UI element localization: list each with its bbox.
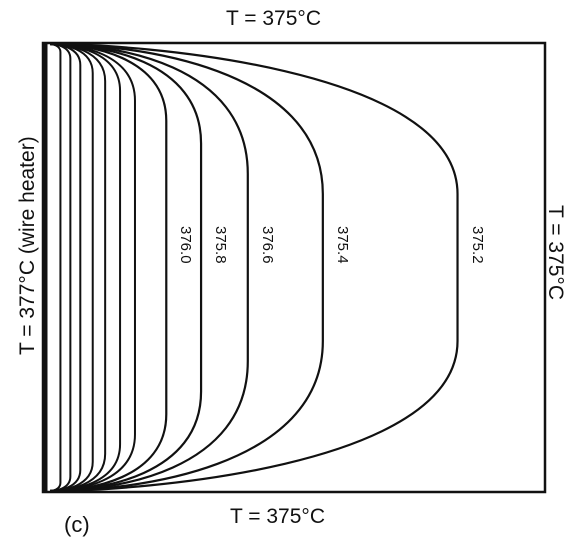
isotherm-contours bbox=[49, 42, 459, 493]
left-boundary-label: T = 377°C (wire heater) bbox=[16, 136, 39, 355]
isotherm-label: 375.8 bbox=[212, 225, 230, 264]
isotherm-line-inner-7 bbox=[49, 43, 136, 492]
isotherm-line-inner-5 bbox=[49, 43, 107, 492]
isotherm-line-2 bbox=[49, 42, 203, 493]
right-boundary-label: T = 375°C bbox=[544, 205, 567, 300]
isotherm-label: 376.0 bbox=[177, 225, 195, 264]
isotherm-label: 375.4 bbox=[333, 225, 351, 264]
isotherm-line-inner-4 bbox=[49, 43, 94, 492]
domain-boundary bbox=[41, 41, 547, 494]
isotherm-line-4 bbox=[49, 42, 324, 493]
isotherm-line-5 bbox=[49, 42, 459, 493]
isotherm-line-inner-1 bbox=[49, 43, 62, 492]
isotherm-line-3 bbox=[49, 42, 249, 493]
isotherm-label: 376.6 bbox=[258, 225, 276, 264]
bottom-boundary-label: T = 375°C bbox=[230, 505, 325, 528]
isotherm-line-1 bbox=[49, 42, 168, 493]
isotherm-line-inner-3 bbox=[49, 43, 82, 492]
top-boundary-label: T = 375°C bbox=[226, 7, 321, 30]
panel-label: (c) bbox=[64, 512, 90, 537]
isotherm-label: 375.2 bbox=[468, 225, 486, 264]
